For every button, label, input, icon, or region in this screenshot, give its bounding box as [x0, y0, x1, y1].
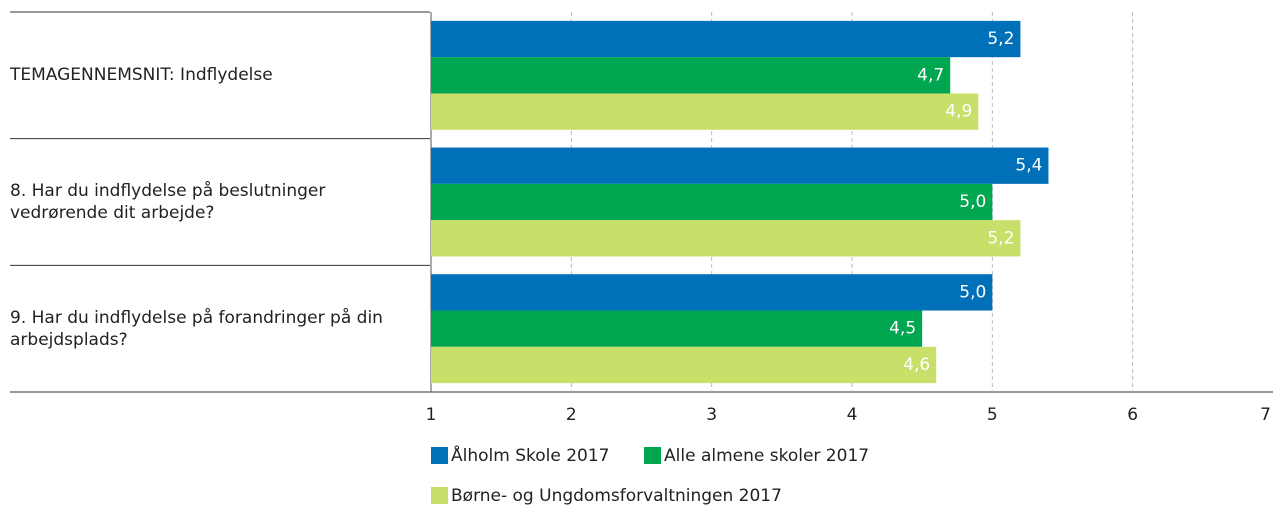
- x-tick-label: 6: [1127, 405, 1138, 425]
- bar: [431, 310, 923, 347]
- legend-swatch: [431, 447, 448, 464]
- legend-label: Alle almene skoler 2017: [664, 446, 869, 466]
- data-label: 4,9: [945, 102, 972, 122]
- legend-swatch: [431, 487, 448, 504]
- data-label: 5,0: [959, 192, 986, 212]
- category-label: 8. Har du indflydelse på beslutninger ve…: [10, 181, 326, 223]
- bar: [431, 274, 993, 311]
- data-label: 5,2: [987, 29, 1014, 49]
- legend-label: Børne- og Ungdomsforvaltningen 2017: [451, 486, 782, 506]
- bar: [431, 57, 951, 94]
- x-tick-label: 7: [1260, 405, 1271, 425]
- data-label: 4,7: [917, 65, 944, 85]
- bar: [431, 346, 937, 384]
- data-label: 5,0: [959, 282, 986, 302]
- legend-label: Ålholm Skole 2017: [451, 444, 610, 466]
- bar: [431, 93, 979, 130]
- data-label: 4,6: [903, 355, 930, 375]
- category-label: 9. Har du indflydelse på forandringer på…: [10, 307, 383, 350]
- legend-swatch: [644, 447, 661, 464]
- x-tick-label: 4: [847, 405, 858, 425]
- x-tick-label: 1: [426, 405, 437, 425]
- bar: [431, 147, 1049, 184]
- data-label: 5,4: [1015, 156, 1042, 176]
- x-tick-label: 2: [566, 405, 577, 425]
- x-tick-label: 3: [706, 405, 717, 425]
- data-label: 4,5: [889, 319, 916, 339]
- bar: [431, 183, 993, 221]
- bar: [431, 220, 1021, 257]
- x-tick-label: 5: [987, 405, 998, 425]
- category-label: TEMAGENNEMSNIT: Indflydelse: [10, 65, 273, 86]
- data-label: 5,2: [987, 228, 1014, 248]
- bar: [431, 20, 1021, 58]
